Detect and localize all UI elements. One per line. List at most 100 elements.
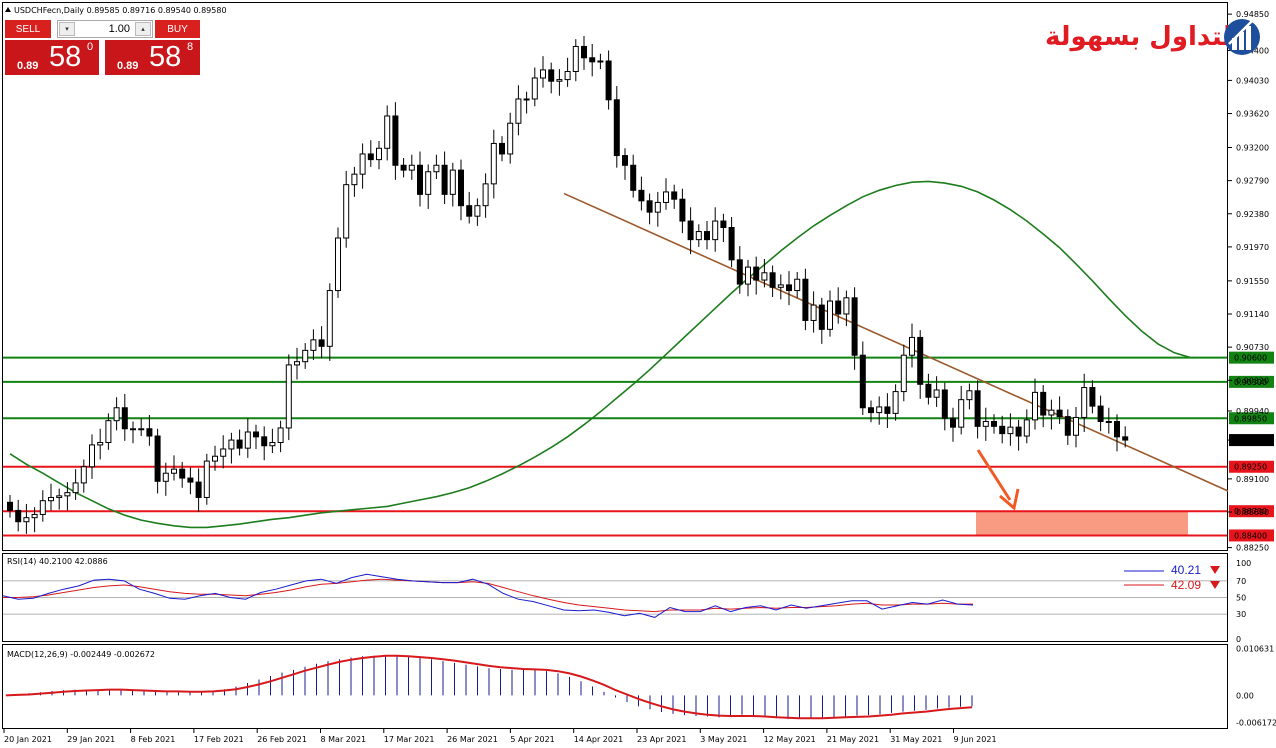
sell-button[interactable]: SELL (5, 20, 51, 38)
candle (1114, 414, 1120, 452)
candle (367, 140, 374, 167)
x-tick-label: 26 Mar 2021 (447, 735, 498, 744)
candle (991, 414, 997, 434)
candle (1081, 373, 1088, 432)
candle (351, 166, 358, 197)
macd-panel-frame (2, 644, 1228, 729)
candle (999, 415, 1006, 444)
candle-body (900, 354, 907, 393)
candle (589, 44, 596, 77)
y-tick-label: 0.90730 (1236, 343, 1269, 352)
sell-price-pip: 0 (87, 41, 94, 53)
candle-body (376, 147, 382, 161)
candle-body (269, 442, 276, 447)
candle (613, 86, 620, 168)
candle (695, 224, 702, 247)
candle (548, 62, 555, 94)
candle (827, 290, 833, 337)
candle (884, 393, 891, 428)
candle-body (728, 227, 735, 261)
candle-body (499, 142, 505, 155)
candle-body (777, 284, 784, 288)
level-price-tag (1229, 529, 1274, 542)
candle-body (171, 468, 177, 474)
candle-body (425, 171, 432, 195)
candle (597, 53, 604, 70)
candle-body (876, 406, 883, 414)
candle (474, 198, 481, 226)
candle-body (1023, 419, 1030, 437)
candle-body (253, 431, 259, 438)
candle (326, 283, 333, 361)
candle (15, 499, 22, 532)
x-tick-label: 23 Apr 2021 (637, 735, 686, 744)
candle (900, 344, 907, 402)
candle-body (220, 448, 227, 457)
y-tick-label: 0.88250 (1236, 544, 1269, 553)
candle-body (654, 201, 661, 213)
x-tick-label: 3 May 2021 (700, 735, 747, 744)
candle (1056, 396, 1063, 424)
collapse-triangle-icon[interactable] (5, 7, 11, 12)
buy-price-button[interactable]: 0.89 58 8 (105, 40, 200, 75)
candle (679, 188, 686, 234)
candle (605, 50, 612, 110)
candle (630, 154, 637, 198)
buy-price-small: 0.89 (117, 60, 139, 72)
quantity-value: 1.00 (108, 23, 130, 35)
candle-body (187, 477, 194, 483)
quantity-field[interactable]: ▾ 1.00 ▴ (57, 20, 153, 38)
candle-body (1007, 426, 1014, 435)
candle (359, 143, 366, 189)
candle (941, 382, 948, 431)
candle-body (991, 420, 997, 427)
candle (523, 91, 530, 114)
candle (113, 397, 120, 431)
candle (146, 415, 153, 446)
buy-button[interactable]: BUY (155, 20, 200, 38)
candle (917, 330, 924, 399)
candle (1040, 385, 1047, 428)
candle (736, 246, 743, 294)
main-panel-frame (2, 2, 1228, 551)
x-tick-label: 17 Mar 2021 (384, 735, 435, 744)
x-tick-label: 17 Feb 2021 (194, 735, 244, 744)
candle (507, 112, 514, 164)
candle (269, 428, 276, 454)
quantity-increase-button[interactable]: ▴ (135, 22, 151, 36)
y-tick-label: 0.93200 (1236, 143, 1269, 152)
candle (195, 468, 202, 513)
candle (294, 347, 300, 380)
candle-body (179, 468, 186, 479)
candle-body (1105, 420, 1112, 423)
rsi-label: RSI(14) 40.2100 42.0886 (7, 557, 108, 566)
candle-body (285, 364, 292, 429)
logo-text: التداول بسهولة (1045, 22, 1242, 52)
y-tick-label: 0.91970 (1236, 243, 1269, 252)
rsi-tick-label: 0 (1236, 635, 1241, 644)
sell-price-button[interactable]: 0.89 58 0 (5, 40, 99, 75)
candle-body (613, 99, 620, 157)
sell-price-small: 0.89 (17, 60, 39, 72)
candle (392, 102, 399, 180)
candle (712, 207, 719, 252)
down-triangle-icon (1210, 566, 1220, 574)
quantity-decrease-button[interactable]: ▾ (59, 22, 75, 36)
y-tick-label: 0.94030 (1236, 76, 1269, 85)
candle-body (827, 300, 833, 330)
candle-body (48, 496, 54, 502)
y-tick-label: 0.91550 (1236, 277, 1269, 286)
candle-body (712, 220, 719, 241)
candle (720, 213, 727, 243)
candle-body (941, 389, 948, 419)
level-price-label: 0.90600 (1234, 354, 1267, 363)
candle-body (343, 184, 350, 239)
candle (23, 503, 30, 534)
candle-body (974, 390, 981, 427)
level-price-tag (1229, 351, 1274, 364)
candle-body (359, 153, 366, 175)
candle-body (786, 284, 792, 292)
macd-label: MACD(12,26,9) -0.002449 -0.002672 (7, 650, 155, 659)
rsi-panel-frame (2, 553, 1228, 642)
